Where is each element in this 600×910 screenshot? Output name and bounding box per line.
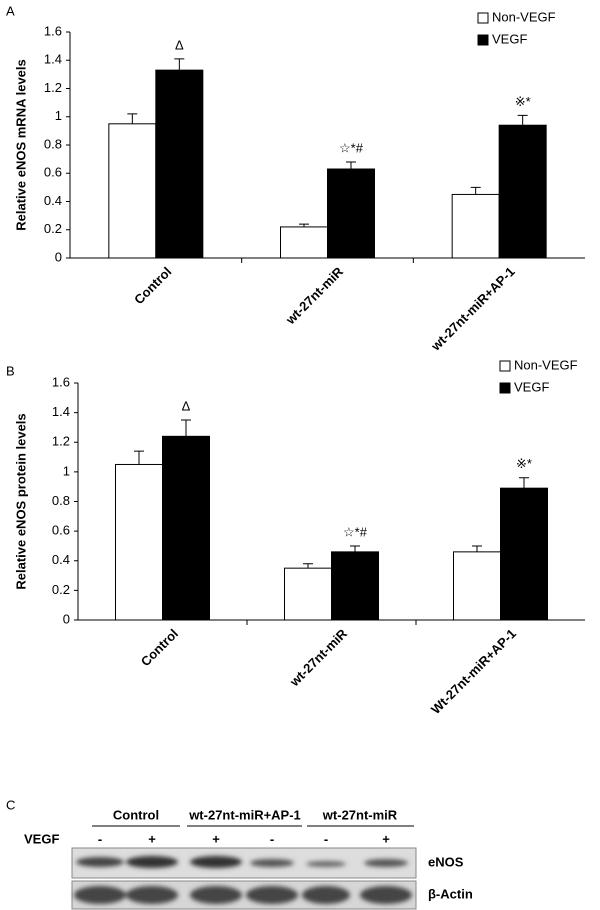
- y-tick-label: 1.6: [44, 23, 62, 38]
- y-tick-label: 1.6: [52, 374, 70, 389]
- error-bar: [181, 419, 191, 437]
- y-tick-label: 0.2: [44, 221, 62, 236]
- bar: [162, 435, 210, 621]
- y-tick-label: 0.8: [44, 136, 62, 151]
- error-bar: [134, 450, 144, 465]
- sign: -: [98, 831, 102, 846]
- annotation: ※*: [515, 94, 531, 109]
- sign: +: [148, 831, 156, 846]
- error-bar: [346, 161, 356, 170]
- legend-swatch: [499, 360, 511, 372]
- y-tick-label: 0.4: [44, 193, 62, 208]
- sign: -: [270, 831, 274, 846]
- annotation: Δ: [175, 37, 184, 52]
- y-tick-label: 1: [63, 463, 70, 478]
- legend-label: Non-VEGF: [514, 357, 578, 372]
- western-blot: C Control wt-27nt-miR+AP-1 wt-27nt-miR V…: [6, 797, 473, 910]
- legend-swatch: [477, 12, 489, 24]
- y-tick-label: 1: [55, 108, 62, 123]
- annotation: ☆*#: [343, 524, 368, 539]
- panel-label: A: [6, 3, 15, 18]
- bar: [498, 124, 547, 259]
- bar: [108, 123, 157, 259]
- x-tick-label: wt-27nt-miR: [282, 264, 346, 328]
- bar: [500, 487, 548, 621]
- legend-label: Non-VEGF: [492, 9, 556, 24]
- error-bar: [350, 545, 360, 552]
- error-bar: [519, 477, 529, 489]
- bar: [284, 567, 332, 621]
- y-tick-label: 0.4: [52, 552, 70, 567]
- x-tick-label: Wt-27nt-miR+AP-1: [428, 626, 519, 717]
- y-axis-label: Relative eNOS protein levels: [13, 413, 28, 589]
- bar: [280, 226, 328, 259]
- group-label: Control: [113, 807, 159, 822]
- bar-chart: B Relative eNOS protein levels 0 0.2 0.4 0.6 0…: [6, 357, 585, 717]
- group-label: wt-27nt-miR: [322, 807, 398, 822]
- panel-label: B: [6, 363, 15, 378]
- y-tick-label: 1.2: [44, 80, 62, 95]
- x-tick-label: wt-27nt-miR+AP-1: [427, 264, 517, 354]
- error-bar: [517, 114, 528, 126]
- sign: -: [324, 831, 328, 846]
- row-label: VEGF: [24, 831, 59, 846]
- y-tick-label: 0: [55, 249, 62, 264]
- bar: [327, 168, 375, 259]
- bar: [115, 463, 163, 621]
- error-bar: [127, 113, 138, 124]
- y-tick-label: 0.6: [44, 165, 62, 180]
- legend-swatch: [477, 34, 489, 46]
- group-label: wt-27nt-miR+AP-1: [188, 807, 301, 822]
- legend-label: VEGF: [492, 31, 527, 46]
- x-tick-label: wt-27nt-miR: [286, 626, 350, 690]
- error-bar: [303, 563, 313, 569]
- x-tick-label: Control: [138, 626, 181, 669]
- legend-swatch: [499, 382, 511, 394]
- y-tick-label: 1.4: [52, 404, 70, 419]
- y-tick-label: 0.2: [52, 582, 70, 597]
- bar: [155, 69, 204, 259]
- y-tick-label: 0.6: [52, 523, 70, 538]
- sign: +: [382, 831, 390, 846]
- y-tick-label: 1.2: [52, 434, 70, 449]
- legend-label: VEGF: [514, 379, 549, 394]
- annotation: ☆*#: [339, 140, 364, 155]
- bar: [451, 193, 500, 259]
- error-bar: [174, 58, 185, 71]
- error-bar: [472, 545, 482, 552]
- annotation: Δ: [182, 398, 191, 413]
- band-label: eNOS: [428, 854, 464, 869]
- bands: [74, 856, 412, 904]
- band-label: β-Actin: [428, 886, 473, 901]
- y-tick-label: 0.8: [52, 493, 70, 508]
- y-tick-label: 0: [63, 611, 70, 626]
- error-bar: [470, 186, 481, 195]
- error-bar: [299, 223, 309, 227]
- panel-label: C: [6, 797, 15, 812]
- bar-chart: A Relative eNOS mRNA levels 0 0.2 0.4 0.6 0.8 1…: [6, 3, 585, 354]
- y-axis-label: Relative eNOS mRNA levels: [13, 59, 28, 230]
- annotation: ※*: [516, 456, 532, 471]
- x-tick-label: Control: [131, 264, 174, 307]
- bar: [453, 551, 501, 621]
- sign: +: [212, 831, 220, 846]
- y-tick-label: 1.4: [44, 52, 62, 67]
- bar: [331, 551, 379, 621]
